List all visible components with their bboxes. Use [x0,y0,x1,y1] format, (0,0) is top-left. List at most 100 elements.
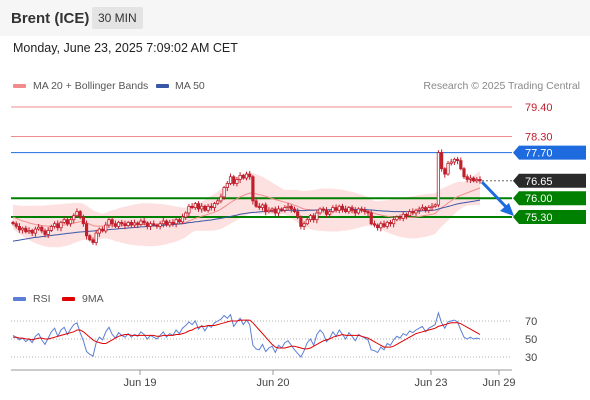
candle-body [212,203,217,209]
candle-body [222,187,226,198]
candle-body [33,228,37,234]
rsi-tick-30: 30 [525,352,537,364]
ma20-legend-swatch [13,84,26,88]
candle-body [299,216,303,227]
candle-body [132,222,137,226]
candle-body [286,205,290,209]
candle-body [168,221,172,226]
price-tag-label-77.70: 77.70 [525,148,553,160]
candle-body [360,208,364,211]
candle-body [472,177,476,182]
candle-body [283,207,287,211]
candle-body [123,223,127,226]
candle-body [209,205,213,209]
candle-body [62,219,66,223]
candle-body [43,230,47,235]
rsi-tick-70: 70 [525,316,537,328]
candle-body [475,179,479,182]
candle-body [219,196,223,202]
candle-body [91,239,95,243]
candle-body [104,224,108,232]
candle-body [225,183,229,188]
ma50-legend-label: MA 50 [175,80,205,92]
candle-body [382,223,386,227]
candle-body [321,208,325,211]
candle-body [452,158,457,163]
candle-body [353,209,357,214]
x-tick-label: Jun 23 [414,377,447,389]
candle-body [200,205,204,210]
candle-body [424,207,428,211]
candle-body [392,219,396,225]
candle-body [401,213,405,219]
candle-body [248,173,252,178]
candle-body [369,212,373,225]
candle-body [203,205,207,211]
candle-body [190,205,194,209]
price-tag-76.00 [513,191,586,206]
candle-body [264,204,268,213]
candle-body [430,205,434,209]
candle-body [72,215,76,221]
level-lines [11,106,512,218]
candle-body [152,223,156,226]
candle-body [27,230,31,233]
candle-body [174,219,178,225]
candle-body [292,208,297,213]
candle-body [254,200,258,207]
candle-body [14,223,18,227]
candle-body [436,152,441,206]
candle-body [347,207,351,213]
candle-body [129,221,133,226]
candle-body [136,222,140,225]
candle-body [126,221,130,226]
candle-body [251,176,255,202]
candle-body [11,221,15,225]
rsi-ma-legend-swatch [62,297,75,301]
candle-body [81,216,85,225]
candle-body [411,211,415,214]
candle-body [139,220,143,225]
price-tag-75.30 [513,210,586,224]
x-tick-label: Jun 20 [256,377,289,389]
candle-body [334,207,338,211]
x-tick-label: Jun 19 [123,377,156,389]
candle-body [404,213,409,217]
candle-body [94,232,98,243]
candle-body [356,208,361,214]
candle-body [164,220,169,226]
candle-body [344,208,348,213]
candle-body [110,219,114,225]
forecast-arrow-shaft [480,180,510,211]
candle-body [206,205,210,211]
candle-body [462,168,466,178]
candle-body [65,219,69,225]
price-tag-76.65 [513,173,586,188]
x-tick-label: Jun 29 [482,377,515,389]
candle-body [107,219,111,226]
candle-body [232,176,236,184]
candle-body [385,221,389,227]
candle-body [100,228,105,232]
candle-body [417,208,421,211]
candle-body [46,230,50,235]
candle-body [308,215,313,221]
level-label-78.30: 78.30 [525,132,553,144]
x-axis: Jun 19 Jun 20 Jun 23 Jun 29 [11,369,516,389]
candle-body [267,209,271,213]
candle-body [366,211,370,214]
ma50-legend-swatch [156,84,169,88]
candle-body [184,212,188,218]
candle-body [273,208,277,214]
candle-body [388,221,393,225]
forecast-arrow [480,180,514,216]
timeframe-button[interactable]: 30 MIN [92,7,143,29]
candle-body [228,176,233,184]
price-tag-77.70 [513,145,586,160]
candle-body [177,219,181,223]
ma20-legend-label: MA 20 + Bollinger Bands [33,80,149,92]
candle-body [36,226,41,230]
instrument-title: Brent (ICE) [11,10,90,27]
candle-body [113,223,117,227]
candle-body [324,209,329,215]
